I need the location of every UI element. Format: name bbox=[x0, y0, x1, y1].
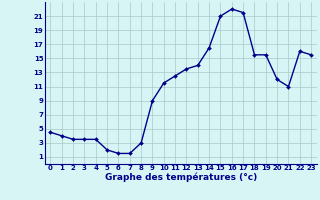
X-axis label: Graphe des températures (°c): Graphe des températures (°c) bbox=[105, 173, 257, 182]
